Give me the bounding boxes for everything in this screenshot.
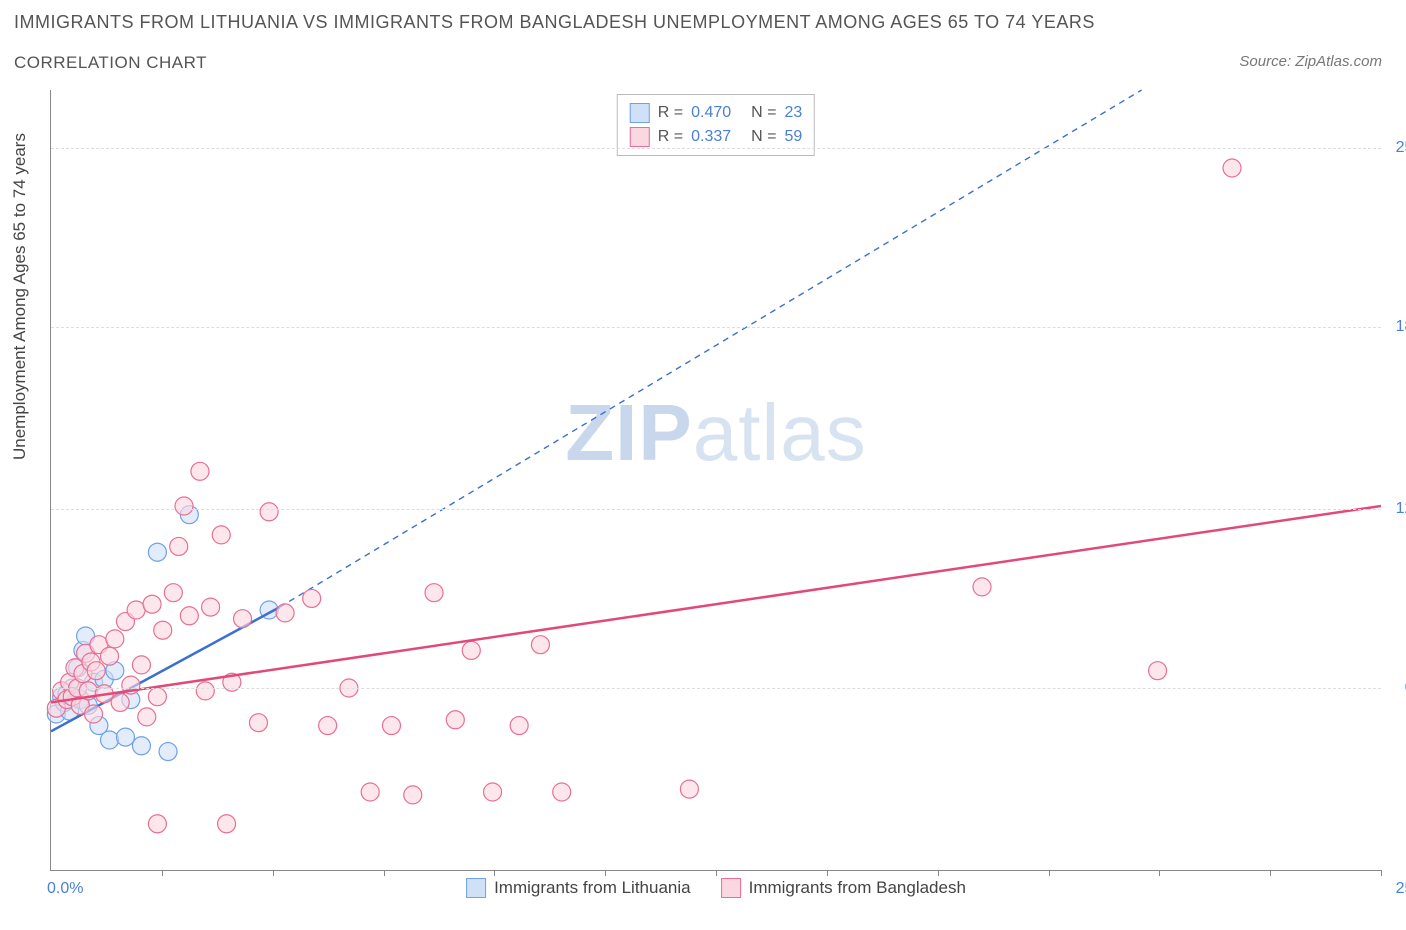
chart-subtitle: CORRELATION CHART	[14, 53, 207, 73]
scatter-point	[446, 711, 464, 729]
y-tick-label: 18.8%	[1391, 318, 1406, 336]
gridline	[51, 327, 1381, 328]
scatter-point	[361, 783, 379, 801]
x-tick	[605, 870, 606, 876]
source-label: Source:	[1239, 53, 1291, 70]
scatter-point	[170, 537, 188, 555]
x-tick	[273, 870, 274, 876]
gridline	[51, 509, 1381, 510]
scatter-point	[148, 815, 166, 833]
x-tick	[938, 870, 939, 876]
r-value: 0.337	[691, 125, 743, 149]
chart-title: IMMIGRANTS FROM LITHUANIA VS IMMIGRANTS …	[14, 12, 1095, 33]
x-tick	[384, 870, 385, 876]
scatter-point	[101, 647, 119, 665]
r-label: R =	[658, 101, 683, 125]
x-tick	[494, 870, 495, 876]
r-value: 0.470	[691, 101, 743, 125]
legend-swatch	[630, 103, 650, 123]
y-tick-label: 25.0%	[1391, 139, 1406, 157]
r-label: R =	[658, 125, 683, 149]
legend-stats-box: R = 0.470 N = 23 R = 0.337 N = 59	[617, 94, 815, 156]
scatter-point	[132, 737, 150, 755]
scatter-point	[249, 714, 267, 732]
source-attribution: Source: ZipAtlas.com	[1239, 53, 1382, 70]
scatter-point	[132, 656, 150, 674]
n-label: N =	[751, 101, 776, 125]
x-axis-min-label: 0.0%	[47, 880, 83, 898]
gridline	[51, 148, 1381, 149]
scatter-point	[154, 621, 172, 639]
y-tick-label: 6.3%	[1391, 679, 1406, 697]
n-value: 23	[784, 101, 802, 125]
y-tick-label: 12.5%	[1391, 500, 1406, 518]
scatter-point	[138, 708, 156, 726]
legend-series-item: Immigrants from Lithuania	[466, 878, 691, 898]
x-tick	[827, 870, 828, 876]
scatter-point	[106, 630, 124, 648]
x-tick	[162, 870, 163, 876]
scatter-point	[680, 780, 698, 798]
scatter-point	[111, 693, 129, 711]
scatter-point	[303, 589, 321, 607]
scatter-point	[973, 578, 991, 596]
legend-swatch	[630, 127, 650, 147]
x-tick	[1159, 870, 1160, 876]
y-axis-label: Unemployment Among Ages 65 to 74 years	[10, 133, 30, 460]
scatter-point	[404, 786, 422, 804]
x-tick	[1270, 870, 1271, 876]
legend-swatch	[721, 878, 741, 898]
x-axis-max-label: 25.0%	[1391, 880, 1406, 898]
n-value: 59	[784, 125, 802, 149]
scatter-point	[319, 717, 337, 735]
scatter-point	[148, 543, 166, 561]
scatter-point	[531, 636, 549, 654]
scatter-point	[1223, 159, 1241, 177]
legend-stats-row: R = 0.337 N = 59	[630, 125, 802, 149]
scatter-point	[101, 731, 119, 749]
scatter-point	[218, 815, 236, 833]
scatter-point	[462, 641, 480, 659]
scatter-point	[191, 462, 209, 480]
x-tick	[1381, 870, 1382, 876]
legend-stats-row: R = 0.470 N = 23	[630, 101, 802, 125]
legend-series-label: Immigrants from Bangladesh	[749, 878, 966, 898]
scatter-point	[276, 604, 294, 622]
scatter-point	[260, 503, 278, 521]
plot-svg	[51, 90, 1381, 870]
scatter-point	[202, 598, 220, 616]
scatter-point	[116, 728, 134, 746]
scatter-point	[159, 743, 177, 761]
source-name: ZipAtlas.com	[1295, 53, 1382, 70]
plot-area: ZIPatlas R =0.470N =23R =0.337N =59 Immi…	[50, 90, 1381, 871]
scatter-point	[180, 607, 198, 625]
scatter-point	[484, 783, 502, 801]
x-tick	[1049, 870, 1050, 876]
scatter-point	[553, 783, 571, 801]
legend-swatch	[466, 878, 486, 898]
scatter-point	[164, 584, 182, 602]
scatter-point	[425, 584, 443, 602]
scatter-point	[148, 688, 166, 706]
scatter-point	[196, 682, 214, 700]
trend-line	[51, 506, 1381, 702]
legend-series-label: Immigrants from Lithuania	[494, 878, 691, 898]
gridline	[51, 688, 1381, 689]
scatter-point	[143, 595, 161, 613]
scatter-point	[212, 526, 230, 544]
scatter-point	[1149, 662, 1167, 680]
legend-series-item: Immigrants from Bangladesh	[721, 878, 966, 898]
scatter-point	[382, 717, 400, 735]
trend-line-extension	[280, 90, 1142, 607]
scatter-point	[234, 610, 252, 628]
scatter-point	[87, 662, 105, 680]
scatter-point	[175, 497, 193, 515]
scatter-point	[85, 705, 103, 723]
x-tick	[716, 870, 717, 876]
scatter-point	[127, 601, 145, 619]
scatter-point	[510, 717, 528, 735]
n-label: N =	[751, 125, 776, 149]
legend-series: Immigrants from Lithuania Immigrants from…	[466, 878, 966, 898]
